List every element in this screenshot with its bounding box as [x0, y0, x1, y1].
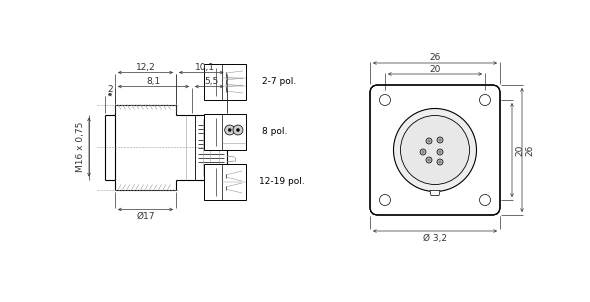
Text: 26: 26 — [526, 144, 535, 156]
Circle shape — [225, 125, 235, 135]
Bar — [204, 64, 246, 100]
Circle shape — [439, 161, 441, 163]
Circle shape — [422, 151, 424, 153]
Text: 26: 26 — [430, 53, 441, 63]
Circle shape — [426, 138, 432, 144]
Bar — [204, 114, 246, 150]
Circle shape — [233, 125, 243, 135]
Circle shape — [439, 151, 441, 153]
Text: 20: 20 — [430, 65, 441, 73]
Circle shape — [480, 194, 490, 205]
Polygon shape — [430, 191, 440, 195]
Circle shape — [394, 108, 477, 191]
Circle shape — [437, 149, 443, 155]
Circle shape — [437, 159, 443, 165]
Text: 10,1: 10,1 — [195, 63, 215, 72]
Bar — [204, 164, 246, 200]
Text: Ø17: Ø17 — [136, 212, 155, 221]
Bar — [204, 114, 222, 150]
Circle shape — [437, 137, 443, 143]
Text: 20: 20 — [516, 144, 525, 156]
Text: 8 pol.: 8 pol. — [263, 127, 288, 137]
Text: Ø 3,2: Ø 3,2 — [423, 233, 447, 243]
Circle shape — [428, 140, 430, 142]
Text: 2-7 pol.: 2-7 pol. — [262, 78, 296, 86]
Text: 8,1: 8,1 — [146, 77, 160, 86]
Circle shape — [379, 194, 391, 205]
Circle shape — [237, 128, 240, 131]
Text: 12,2: 12,2 — [136, 63, 155, 72]
Circle shape — [428, 159, 430, 161]
Bar — [204, 64, 222, 100]
Circle shape — [426, 157, 432, 163]
FancyBboxPatch shape — [371, 86, 499, 214]
Text: 2: 2 — [107, 85, 113, 94]
Circle shape — [379, 95, 391, 105]
Circle shape — [480, 95, 490, 105]
Bar — [222, 143, 246, 150]
Text: M16 x 0,75: M16 x 0,75 — [77, 122, 86, 172]
Text: 5,5: 5,5 — [204, 77, 218, 86]
Circle shape — [401, 115, 470, 185]
Bar — [204, 164, 222, 200]
Text: 12-19 pol.: 12-19 pol. — [259, 178, 305, 187]
Circle shape — [420, 149, 426, 155]
FancyBboxPatch shape — [370, 85, 500, 215]
Circle shape — [228, 128, 231, 131]
Circle shape — [439, 139, 441, 141]
